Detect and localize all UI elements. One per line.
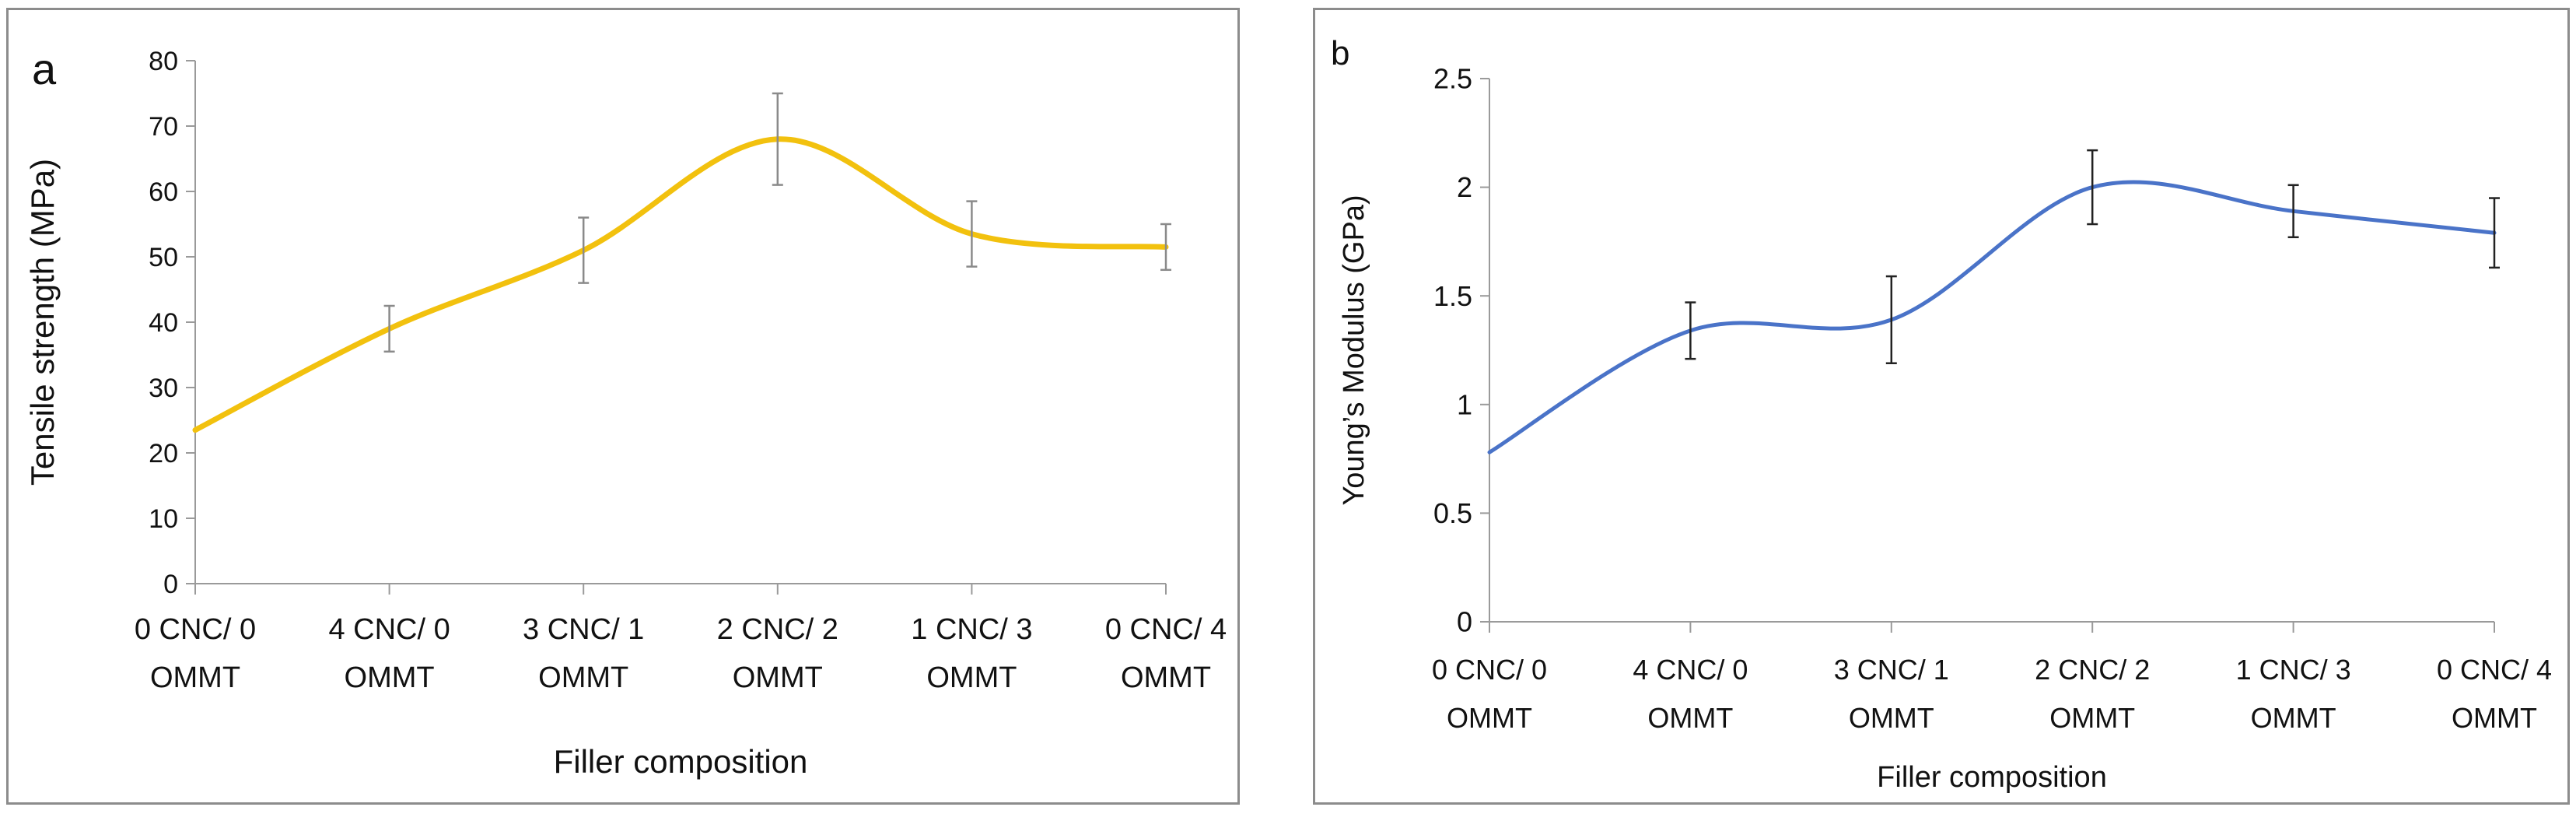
y-tick-label: 60 <box>149 177 178 207</box>
x-category-label-line1: 1 CNC/ 3 <box>2236 654 2351 686</box>
data-point <box>2291 209 2296 213</box>
x-category-label-line2: OMMT <box>1849 702 1934 734</box>
x-axis-title: Filler composition <box>1877 761 2107 794</box>
data-point <box>387 326 392 331</box>
data-point <box>775 137 780 142</box>
chart-panel-a: a 0 10 20 30 40 50 60 70 80 0 CNC/ 0 OMMT 4 CNC/ 0 OM… <box>6 8 1240 805</box>
x-category-label-line2: OMMT <box>345 661 435 694</box>
x-category-label-line1: 4 CNC/ 0 <box>1633 654 1748 686</box>
x-category-label-line1: 0 CNC/ 0 <box>1432 654 1547 686</box>
x-category-label-line2: OMMT <box>1121 661 1211 694</box>
x-category-label-line2: OMMT <box>2251 702 2336 734</box>
data-point <box>969 232 974 237</box>
x-category-label-line1: 3 CNC/ 1 <box>1834 654 1949 686</box>
x-category-label-line1: 4 CNC/ 0 <box>328 613 450 646</box>
y-tick-label: 50 <box>149 243 178 272</box>
panel-label: b <box>1331 34 1349 72</box>
panel-label: a <box>32 44 57 93</box>
x-category-label-line2: OMMT <box>1447 702 1532 734</box>
x-category-label-line1: 0 CNC/ 0 <box>135 613 256 646</box>
y-tick-label: 0 <box>1457 606 1472 638</box>
series-line <box>192 136 1169 433</box>
youngs-modulus-chart: b 0 0.5 1 1.5 2 2.5 0 CNC/ 0 OMMT 4 CNC/ 0 OMMT 3 C… <box>1331 34 2552 794</box>
x-axis-title: Filler composition <box>554 743 808 780</box>
y-tick-label: 30 <box>149 374 178 403</box>
data-point <box>1889 318 1894 322</box>
x-category-label-line2: OMMT <box>733 661 823 694</box>
y-tick-label: 70 <box>149 112 178 142</box>
x-category-label-line1: 0 CNC/ 4 <box>2437 654 2552 686</box>
x-category-label-line2: OMMT <box>538 661 628 694</box>
y-tick-label: 0.5 <box>1433 497 1472 529</box>
x-category-label-line1: 3 CNC/ 1 <box>523 613 644 646</box>
y-tick-label: 40 <box>149 308 178 338</box>
x-category-label-line2: OMMT <box>1647 702 1733 734</box>
data-point <box>1487 450 1492 454</box>
x-category-label-line2: OMMT <box>926 661 1017 694</box>
data-point <box>1164 244 1168 249</box>
data-point <box>2090 185 2095 190</box>
data-point <box>2492 230 2497 235</box>
x-category-label-line1: 2 CNC/ 2 <box>717 613 838 646</box>
chart-panel-b: b 0 0.5 1 1.5 2 2.5 0 CNC/ 0 OMMT 4 CNC/ 0 OMMT 3 C… <box>1313 8 2570 805</box>
x-category-label-line2: OMMT <box>2452 702 2537 734</box>
x-category-label-line1: 2 CNC/ 2 <box>2035 654 2150 686</box>
x-category-label-line2: OMMT <box>150 661 240 694</box>
y-tick-label: 2.5 <box>1433 63 1472 95</box>
y-tick-label: 1 <box>1457 388 1472 420</box>
x-category-label-line1: 1 CNC/ 3 <box>911 613 1032 646</box>
x-category-label-line2: OMMT <box>2049 702 2135 734</box>
data-point <box>193 428 198 433</box>
y-tick-label: 2 <box>1457 171 1472 203</box>
tensile-strength-chart: a 0 10 20 30 40 50 60 70 80 0 CNC/ 0 OMMT 4 CNC/ 0 OM… <box>24 44 1227 780</box>
y-tick-label: 10 <box>149 504 178 534</box>
y-tick-label: 0 <box>163 570 178 599</box>
y-axis-title: Young’s Modulus (GPa) <box>1338 195 1370 505</box>
y-tick-label: 1.5 <box>1433 280 1472 312</box>
y-axis-title: Tensile strength (MPa) <box>24 159 61 486</box>
data-point <box>581 248 586 253</box>
x-category-label-line1: 0 CNC/ 4 <box>1105 613 1227 646</box>
series-line <box>1487 180 2497 454</box>
y-tick-label: 80 <box>149 47 178 76</box>
y-tick-label: 20 <box>149 439 178 468</box>
data-point <box>1688 328 1692 333</box>
